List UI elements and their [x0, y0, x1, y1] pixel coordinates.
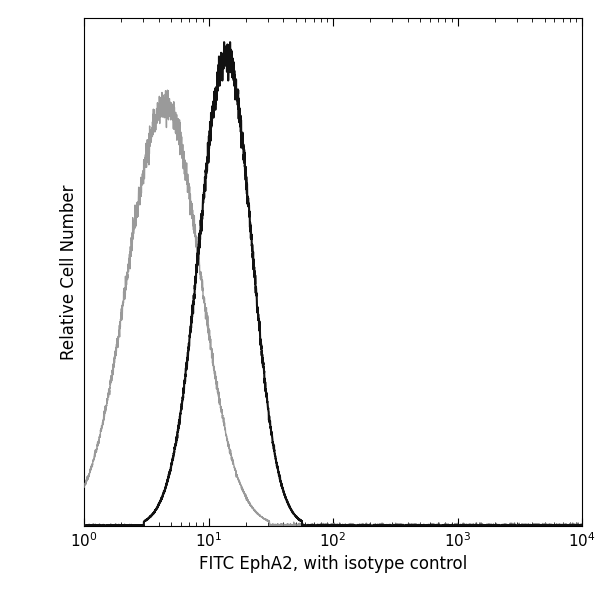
X-axis label: FITC EphA2, with isotype control: FITC EphA2, with isotype control: [199, 556, 467, 573]
Y-axis label: Relative Cell Number: Relative Cell Number: [61, 184, 79, 360]
